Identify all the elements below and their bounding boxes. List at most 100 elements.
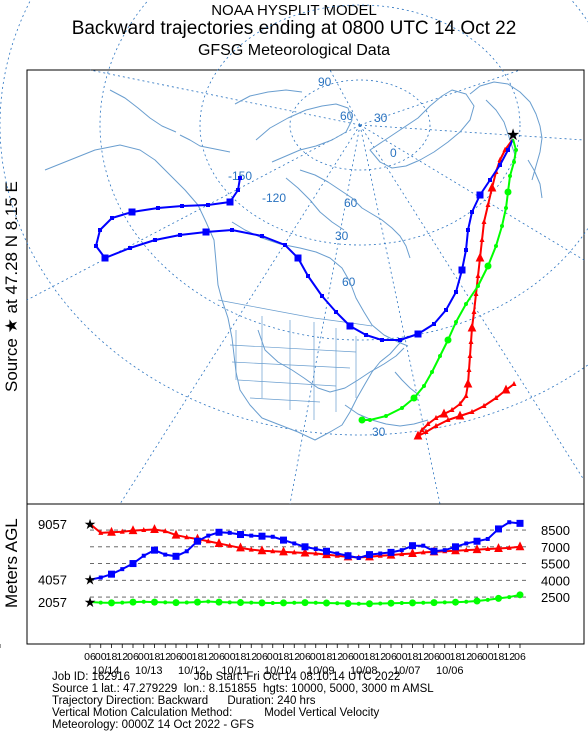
red-traj-marker [473,290,479,296]
x-hour-label: 06 [84,651,96,663]
red-traj-marker [493,394,499,400]
green-marker [237,599,244,607]
blue-traj-marker [206,203,210,207]
green-marker [292,600,297,605]
blue-traj-marker [464,248,468,252]
blue-traj-marker [98,228,102,232]
red-marker [291,549,297,555]
blue-marker [399,548,404,553]
left-tick-label: 9057 [38,517,67,532]
red-marker [141,526,147,533]
blue-marker [108,570,115,578]
green-traj-marker [438,354,442,358]
map-frame [26,69,585,505]
green-traj-marker [508,174,512,178]
green-marker [129,598,137,606]
x-hour-label: 06 [514,651,526,663]
direction-line: Trajectory Direction: Backward Duration:… [52,695,316,707]
green-marker [270,600,275,605]
red-traj-marker [433,414,439,420]
x-hour-label: 12 [374,651,386,663]
blue-marker [301,543,309,551]
red-marker [205,538,211,544]
red-marker [171,529,181,539]
red-marker [300,547,310,557]
blue-traj-marker [364,333,368,337]
red-marker [408,548,417,558]
green-marker [108,599,115,607]
green-marker [495,594,502,602]
red-marker [399,550,405,557]
green-marker [366,600,373,608]
x-date-label: 10/14 [92,665,120,677]
red-traj-marker [487,182,497,192]
blue-traj-marker [230,228,234,232]
time-axis: 06 00 18 12 06 00 18 12 06 00 18 12 06 00 18 12 06 00 18 12… [0,644,526,677]
blue-traj-marker [334,310,338,314]
map-grid-labels: -150 -120 90 60 30 0 60 30 60 30 [228,75,397,439]
x-hour-label: 12 [245,651,257,663]
left-tick-label: 4057 [38,573,67,588]
x-hour-label: 00 [181,651,193,663]
blue-marker [516,519,524,527]
x-hour-label: 00 [353,651,365,663]
blue-traj-marker [180,204,184,208]
x-hour-label: 18 [364,651,376,663]
x-hour-label: 06 [299,651,311,663]
red-marker [214,538,224,547]
political-borders [217,299,373,420]
grid-label: 30 [374,111,388,125]
green-traj-marker [484,262,492,270]
green-marker [485,597,490,602]
blue-marker [323,547,330,555]
blue-marker [98,575,103,580]
x-hour-label: 12 [331,651,343,663]
red-marker [279,546,288,556]
blue-traj-marker [398,338,402,342]
red-marker [472,544,482,554]
green-marker [184,600,189,605]
blue-marker [292,541,297,546]
x-date-label: 10/12 [178,665,206,677]
green-marker [452,598,459,606]
red-traj-marker [467,322,477,332]
red-marker [515,541,525,551]
blue-marker [141,553,146,558]
blue-traj-marker [498,163,502,167]
red-traj-marker [475,252,485,262]
blue-traj-marker [202,228,210,236]
x-hour-label: 06 [385,651,397,663]
red-marker [236,542,245,552]
blue-marker [495,525,502,533]
blue-traj-marker [444,308,448,312]
red-traj-marker [481,402,487,408]
coastlines [44,81,543,441]
blue-traj-marker [128,208,136,216]
source-coords-line: Source 1 lat.: 47.279229 lon.: 8.151855 … [52,683,434,695]
blue-traj-marker [432,322,436,326]
red-marker [494,543,503,552]
blue-marker [473,537,481,545]
x-date-label: 10/11 [221,665,248,677]
x-hour-label: 18 [192,651,204,663]
green-marker [507,595,512,600]
meteorology-line: Meteorology: 0000Z 14 Oct 2022 - GFS [52,719,254,731]
x-hour-label: 18 [493,651,505,663]
red-traj-marker [469,408,475,414]
blue-traj-marker [488,178,492,182]
x-hour-label: 00 [482,651,494,663]
red-traj-marker [419,426,425,432]
blue-marker [151,546,158,554]
blue-marker [163,552,168,557]
green-marker [344,600,352,608]
x-hour-label: 18 [450,651,462,663]
grid-label: -120 [262,191,286,205]
blue-marker [194,537,201,545]
right-tick-label: 5500 [541,557,570,572]
blue-traj-marker [128,246,132,250]
green-traj-marker [494,244,498,248]
x-hour-label: 00 [138,651,150,663]
blue-marker [452,543,459,551]
blue-marker [206,533,211,538]
green-marker [409,599,416,607]
